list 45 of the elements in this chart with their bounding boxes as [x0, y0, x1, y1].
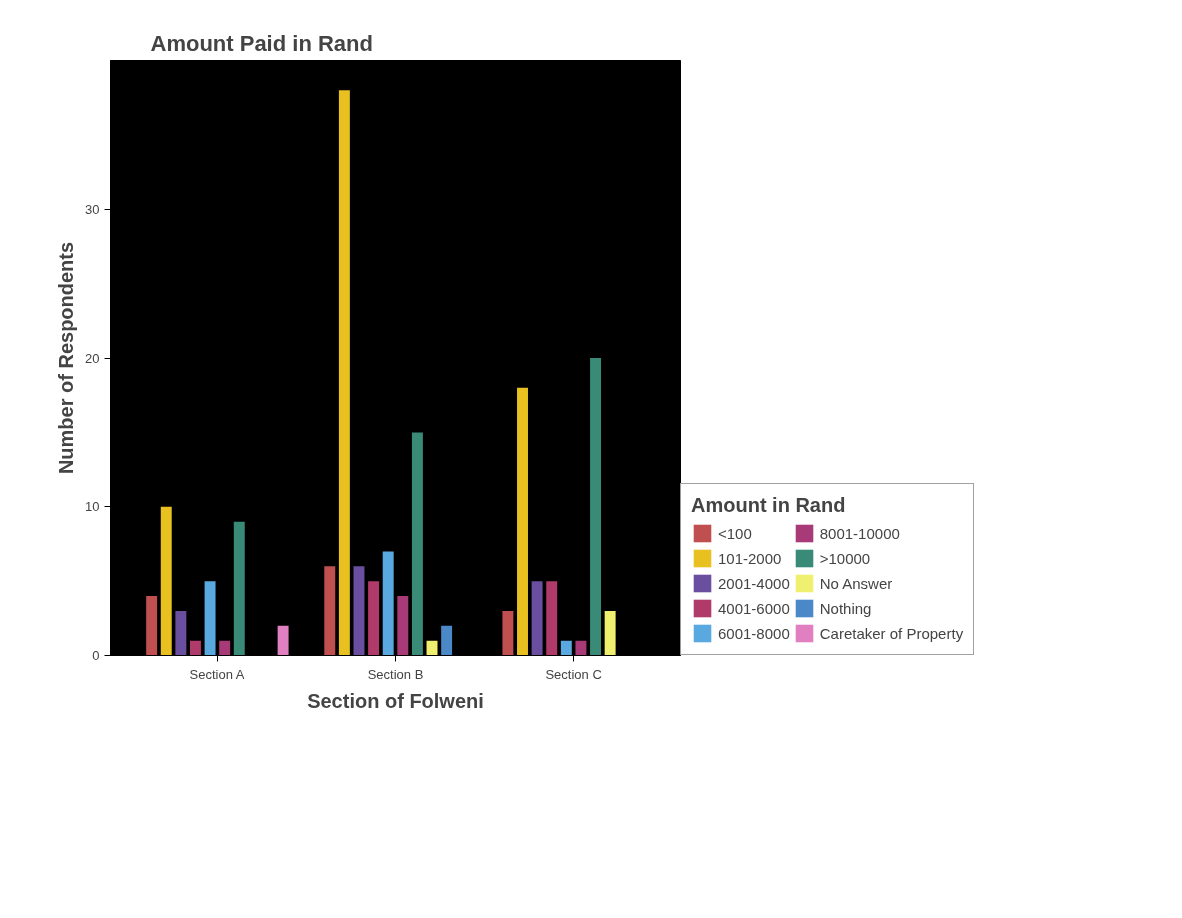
bar — [353, 566, 365, 656]
bar — [382, 551, 394, 656]
bar — [411, 432, 423, 656]
bar — [441, 625, 453, 656]
chart-title: Amount Paid in Rand — [150, 30, 373, 56]
x-tick-label: Section C — [545, 666, 602, 682]
bar — [146, 596, 158, 656]
bar — [560, 640, 572, 656]
x-tick-label: Section A — [189, 666, 245, 682]
legend-label: 101-2000 — [718, 549, 782, 567]
y-axis-title: Number of Respondents — [55, 241, 78, 475]
bar — [338, 90, 350, 656]
legend-title: Amount in Rand — [691, 494, 847, 517]
bar — [324, 566, 336, 656]
bar — [575, 640, 587, 656]
bar — [189, 640, 201, 656]
bar — [160, 506, 172, 656]
legend-label: Nothing — [819, 599, 872, 617]
legend-label: Caretaker of Property — [819, 624, 964, 642]
bar — [175, 610, 187, 656]
x-axis-title: Section of Folweni — [307, 689, 484, 712]
y-tick-label: 20 — [85, 350, 100, 366]
bar — [204, 581, 216, 656]
legend-label: 2001-4000 — [718, 574, 790, 592]
y-tick-label: 10 — [85, 499, 100, 515]
bar — [397, 596, 409, 656]
bar — [233, 521, 245, 656]
legend-label: 6001-8000 — [718, 624, 790, 642]
bar — [368, 581, 380, 656]
bar — [590, 358, 602, 656]
bar — [502, 610, 514, 656]
legend-label: 8001-10000 — [819, 524, 900, 542]
legend-label: >10000 — [819, 549, 871, 567]
y-tick-label: 30 — [85, 201, 100, 217]
legend-label: No Answer — [819, 574, 893, 592]
bar — [604, 610, 616, 656]
x-tick-label: Section B — [367, 666, 424, 682]
bar — [277, 625, 289, 656]
bar — [531, 581, 543, 656]
bar — [517, 387, 528, 656]
legend-label: <100 — [718, 524, 752, 542]
y-tick-label: 0 — [92, 648, 100, 663]
legend-label: 4001-6000 — [718, 599, 790, 617]
bar — [219, 640, 231, 656]
bar — [546, 581, 558, 656]
